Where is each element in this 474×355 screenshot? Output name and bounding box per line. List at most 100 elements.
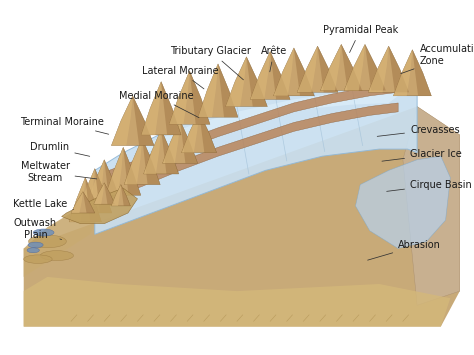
Polygon shape (182, 112, 217, 153)
Polygon shape (320, 44, 362, 91)
Polygon shape (104, 183, 115, 204)
Polygon shape (133, 96, 154, 146)
Polygon shape (144, 130, 161, 174)
Polygon shape (389, 46, 409, 92)
Polygon shape (111, 96, 154, 146)
Text: Crevasses: Crevasses (377, 125, 460, 136)
Polygon shape (161, 130, 179, 174)
Polygon shape (94, 183, 115, 204)
Polygon shape (412, 50, 431, 96)
Polygon shape (104, 83, 398, 181)
Polygon shape (141, 82, 161, 135)
Polygon shape (24, 213, 100, 277)
Polygon shape (356, 156, 450, 248)
Polygon shape (86, 160, 122, 206)
Polygon shape (180, 121, 198, 163)
Polygon shape (246, 57, 267, 106)
Text: Drumlin: Drumlin (30, 142, 90, 156)
Text: Glacier Ice: Glacier Ice (382, 149, 462, 161)
Polygon shape (250, 51, 290, 99)
Ellipse shape (40, 251, 73, 261)
Polygon shape (83, 192, 95, 213)
Polygon shape (62, 188, 137, 224)
Polygon shape (226, 57, 267, 106)
Text: Abrasion: Abrasion (368, 240, 441, 260)
Polygon shape (344, 44, 365, 91)
Polygon shape (24, 106, 460, 327)
Ellipse shape (28, 235, 66, 248)
Text: Outwash
Plain: Outwash Plain (14, 218, 62, 240)
Polygon shape (95, 169, 112, 213)
Polygon shape (341, 44, 362, 91)
Polygon shape (344, 44, 386, 91)
Polygon shape (78, 169, 95, 213)
Polygon shape (273, 48, 294, 96)
Polygon shape (111, 185, 130, 206)
Text: Terminal Moraine: Terminal Moraine (20, 118, 109, 134)
Polygon shape (111, 185, 121, 206)
Polygon shape (161, 82, 181, 135)
Polygon shape (24, 277, 450, 327)
Polygon shape (273, 48, 314, 96)
Polygon shape (393, 50, 412, 96)
Polygon shape (104, 160, 122, 206)
Ellipse shape (24, 255, 52, 263)
Ellipse shape (27, 248, 39, 253)
Polygon shape (106, 147, 141, 195)
Polygon shape (218, 64, 238, 117)
Text: Meltwater
Stream: Meltwater Stream (20, 162, 97, 183)
Polygon shape (95, 75, 417, 234)
Polygon shape (169, 71, 210, 124)
Polygon shape (141, 82, 181, 135)
Text: Accumulation
Zone: Accumulation Zone (401, 44, 474, 73)
Polygon shape (69, 178, 85, 222)
Polygon shape (198, 64, 218, 117)
Polygon shape (142, 89, 398, 154)
Polygon shape (144, 130, 179, 174)
Polygon shape (69, 178, 101, 222)
Polygon shape (163, 121, 180, 163)
Polygon shape (71, 192, 83, 213)
Polygon shape (297, 46, 318, 92)
Text: Medial Moraine: Medial Moraine (119, 91, 199, 118)
Polygon shape (368, 46, 389, 92)
Polygon shape (199, 112, 217, 153)
Polygon shape (318, 46, 338, 92)
Ellipse shape (33, 229, 54, 236)
Ellipse shape (28, 242, 43, 248)
Text: Tributary Glacier: Tributary Glacier (171, 47, 251, 80)
Polygon shape (163, 121, 198, 163)
Polygon shape (270, 51, 290, 99)
Text: Arête: Arête (261, 47, 287, 72)
Polygon shape (123, 147, 141, 195)
Polygon shape (297, 46, 338, 92)
Polygon shape (169, 71, 190, 124)
Polygon shape (226, 57, 246, 106)
Polygon shape (94, 183, 104, 204)
Polygon shape (85, 178, 101, 222)
Polygon shape (111, 96, 133, 146)
Polygon shape (403, 106, 460, 305)
Polygon shape (71, 192, 95, 213)
Text: Pyramidal Peak: Pyramidal Peak (323, 25, 398, 53)
Polygon shape (368, 46, 409, 92)
Polygon shape (142, 138, 160, 185)
Polygon shape (182, 112, 199, 153)
Polygon shape (320, 44, 341, 91)
Polygon shape (294, 48, 314, 96)
Polygon shape (190, 71, 210, 124)
Text: Cirque Basin: Cirque Basin (387, 180, 472, 191)
Polygon shape (86, 160, 104, 206)
Polygon shape (121, 185, 130, 206)
Polygon shape (124, 138, 160, 185)
Polygon shape (250, 51, 270, 99)
Polygon shape (198, 64, 238, 117)
Polygon shape (106, 147, 123, 195)
Polygon shape (124, 138, 142, 185)
Text: Lateral Moraine: Lateral Moraine (142, 66, 219, 89)
Text: Kettle Lake: Kettle Lake (13, 199, 73, 209)
Polygon shape (393, 50, 431, 96)
Polygon shape (78, 169, 112, 213)
Polygon shape (365, 44, 386, 91)
Polygon shape (104, 103, 398, 201)
